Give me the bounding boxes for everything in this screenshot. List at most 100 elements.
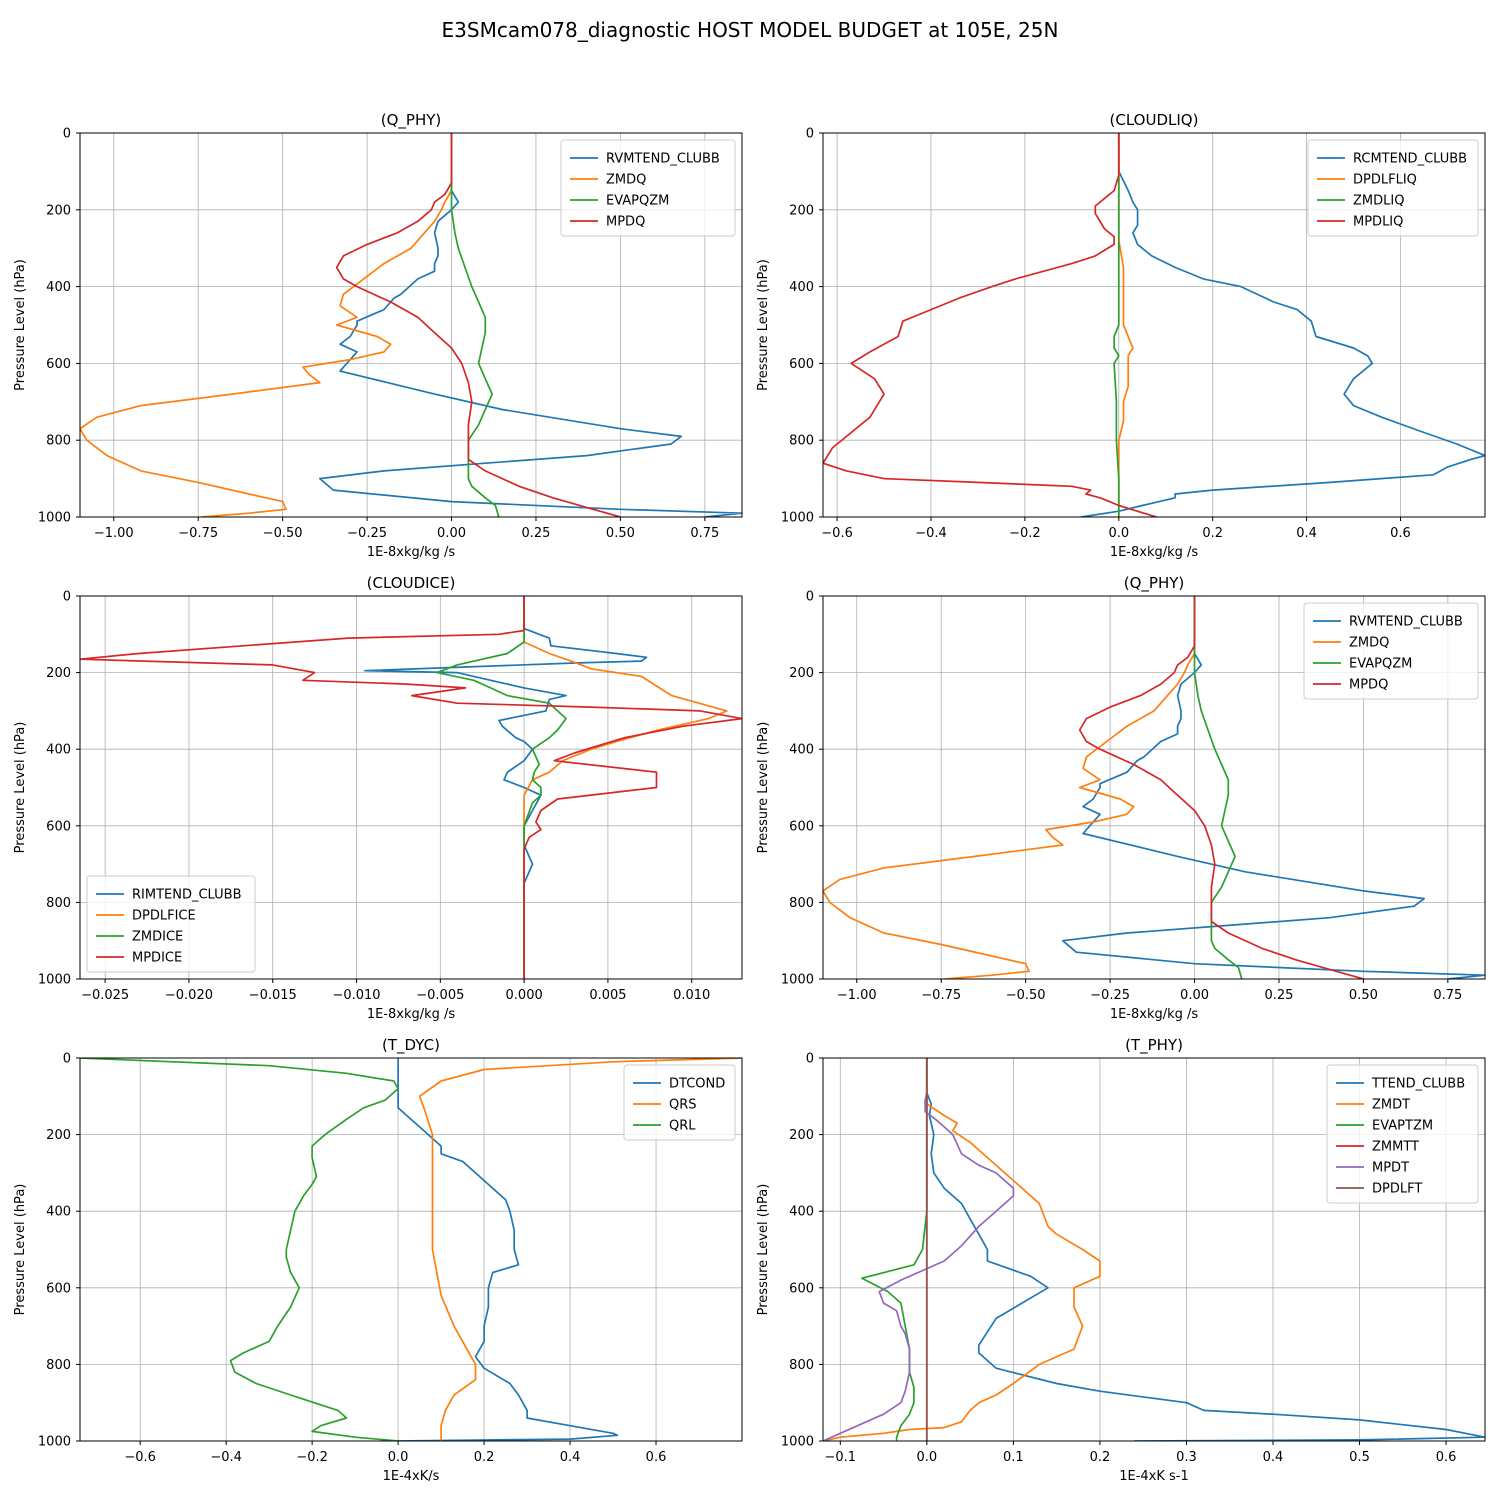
- x-tick-label: 0.3: [1176, 1450, 1197, 1465]
- y-tick-label: 800: [789, 434, 814, 449]
- series-line-rimtend-clubb: [364, 596, 648, 979]
- x-tick-label: −0.25: [347, 526, 387, 541]
- series-line-evaptzm: [861, 1058, 928, 1441]
- legend-label: ZMDT: [1372, 1098, 1410, 1113]
- x-tick-label: 0.6: [1390, 526, 1411, 541]
- x-tick-label: −0.015: [249, 988, 297, 1003]
- y-tick-label: 0: [806, 127, 814, 142]
- panel-title: (T_PHY): [1125, 1036, 1183, 1055]
- panel-title: (Q_PHY): [1124, 574, 1185, 593]
- legend-box: [86, 875, 256, 973]
- x-tick-label: 0.010: [673, 988, 710, 1003]
- y-tick-label: 600: [789, 819, 814, 834]
- y-tick-label: 400: [789, 743, 814, 758]
- y-tick-label: 1000: [38, 511, 71, 526]
- y-tick-label: 800: [46, 1358, 71, 1373]
- series-line-zmdq: [80, 133, 453, 517]
- legend-label: EVAPTZM: [1372, 1119, 1433, 1134]
- x-tick-label: 0.1: [1003, 1450, 1024, 1465]
- y-tick-label: 0: [63, 1052, 71, 1067]
- panel-title: (CLOUDLIQ): [1110, 111, 1199, 129]
- y-axis-label: Pressure Level (hPa): [13, 259, 28, 391]
- y-axis-label: Pressure Level (hPa): [756, 722, 771, 854]
- legend-label: MPDT: [1372, 1161, 1409, 1176]
- legend-label: ZMDQ: [606, 173, 646, 188]
- x-tick-label: 0.00: [437, 526, 466, 541]
- legend-label: MPDQ: [1349, 678, 1388, 693]
- y-axis-label: Pressure Level (hPa): [13, 1184, 28, 1316]
- panel-title: (T_DYC): [382, 1036, 440, 1055]
- legend-label: MPDQ: [606, 215, 645, 230]
- y-tick-label: 200: [46, 666, 71, 681]
- y-tick-label: 200: [789, 203, 814, 218]
- legend-label: QRS: [669, 1098, 697, 1113]
- y-axis-label: Pressure Level (hPa): [13, 722, 28, 854]
- x-tick-label: −0.75: [178, 526, 218, 541]
- series-line-rcmtend-clubb: [1081, 133, 1485, 517]
- x-tick-label: 0.5: [1349, 1450, 1370, 1465]
- x-tick-label: 0.4: [560, 1450, 581, 1465]
- x-tick-label: −0.6: [124, 1450, 156, 1465]
- series-line-rvmtend-clubb: [1061, 596, 1485, 979]
- legend-label: RIMTEND_CLUBB: [132, 888, 242, 903]
- y-tick-label: 800: [46, 896, 71, 911]
- x-tick-label: 0.2: [474, 1450, 495, 1465]
- x-axis-label: 1E-8xkg/kg /s: [367, 545, 456, 560]
- x-tick-label: −0.020: [165, 988, 213, 1003]
- chart-panel-5: −0.6 −0.4 −0.2 0.0 0.2 0.4 0.6 0 200 400 600 800 100…: [13, 1036, 743, 1484]
- x-tick-label: 0.6: [1436, 1450, 1457, 1465]
- y-tick-label: 600: [46, 819, 71, 834]
- y-tick-label: 200: [46, 203, 71, 218]
- plot-frame: [822, 1057, 1486, 1442]
- y-tick-label: 1000: [38, 973, 71, 988]
- x-tick-label: 0.25: [1264, 988, 1293, 1003]
- y-tick-label: 400: [46, 280, 71, 295]
- x-tick-label: 0.005: [589, 988, 626, 1003]
- y-tick-label: 600: [46, 1281, 71, 1296]
- series-line-zmdq: [823, 596, 1196, 979]
- legend-label: ZMMTT: [1372, 1140, 1419, 1155]
- series-line-mpdq: [335, 133, 621, 517]
- y-axis-label: Pressure Level (hPa): [756, 259, 771, 391]
- panel-title: (CLOUDICE): [367, 574, 456, 592]
- y-tick-label: 1000: [781, 973, 814, 988]
- legend: DTCOND QRS QRL: [623, 1064, 736, 1141]
- chart-panel-3: −0.025 −0.020 −0.015 −0.010 −0.005 0.000 0.005…: [13, 574, 743, 1022]
- y-tick-label: 0: [806, 1052, 814, 1067]
- legend-label: RVMTEND_CLUBB: [1349, 615, 1463, 630]
- chart-panel-6: −0.1 0.0 0.1 0.2 0.3 0.4 0.5 0.6 0 200 400 600 800 10…: [756, 1036, 1486, 1484]
- x-tick-label: −0.4: [210, 1450, 242, 1465]
- x-tick-label: 0.75: [1433, 988, 1462, 1003]
- x-axis-label: 1E-8xkg/kg /s: [1110, 545, 1199, 560]
- x-tick-label: 0.4: [1296, 526, 1317, 541]
- y-tick-label: 1000: [781, 511, 814, 526]
- x-tick-label: −0.005: [416, 988, 464, 1003]
- series-line-evapqzm: [450, 133, 500, 517]
- y-tick-label: 800: [46, 434, 71, 449]
- x-tick-label: −0.2: [296, 1450, 328, 1465]
- y-tick-label: 600: [46, 357, 71, 372]
- y-tick-label: 1000: [781, 1435, 814, 1450]
- legend: RVMTEND_CLUBB ZMDQ EVAPQZM MPDQ: [1303, 602, 1479, 700]
- series-line-mpdice: [80, 596, 742, 979]
- legend-label: DPDLFLIQ: [1353, 173, 1417, 188]
- x-tick-label: −0.1: [825, 1450, 857, 1465]
- legend-label: RVMTEND_CLUBB: [606, 152, 720, 167]
- y-tick-label: 600: [789, 1281, 814, 1296]
- x-tick-label: 0.50: [606, 526, 635, 541]
- x-tick-label: −0.025: [81, 988, 129, 1003]
- legend-label: EVAPQZM: [1349, 657, 1412, 672]
- plot-frame: [79, 1057, 743, 1442]
- chart-panel-2: −0.6 −0.4 −0.2 0.0 0.2 0.4 0.6 0 200 400 600 800 100…: [756, 111, 1486, 560]
- figure-title: E3SMcam078_diagnostic HOST MODEL BUDGET …: [442, 18, 1059, 42]
- y-tick-label: 800: [789, 896, 814, 911]
- legend-box: [1307, 139, 1479, 237]
- plot-frame: [79, 132, 743, 518]
- series-line-dpdlfice: [523, 596, 728, 979]
- series-line-qrs: [418, 1058, 742, 1441]
- plot-frame: [822, 132, 1486, 518]
- plot-frame: [79, 595, 743, 980]
- x-tick-label: −0.4: [915, 526, 947, 541]
- series-line-mpdq: [1078, 596, 1364, 979]
- x-tick-label: 0.4: [1263, 1450, 1284, 1465]
